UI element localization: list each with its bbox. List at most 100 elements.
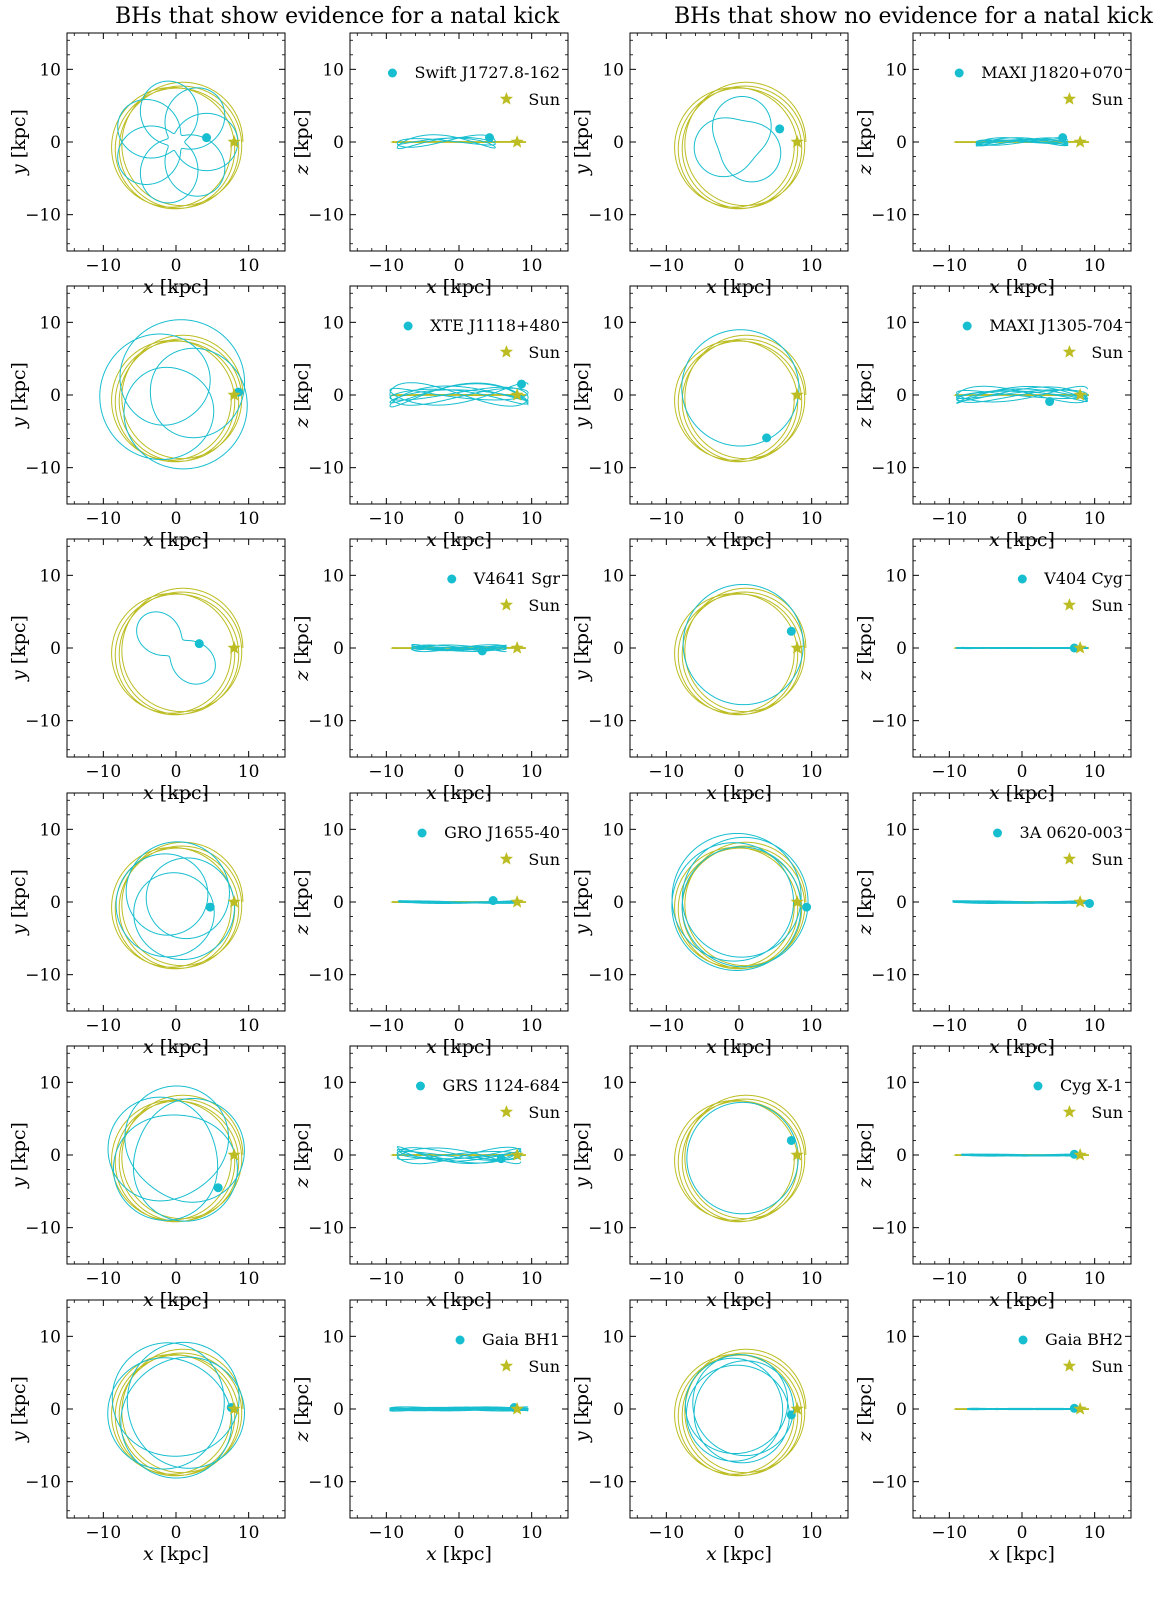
plot-area [953,1148,1090,1161]
xz-xtick-label: −10 [368,509,404,529]
xz-xlabel: x [kpc] [426,529,492,551]
plot-area [674,583,807,716]
legend-sun-marker [1062,852,1077,865]
xy-xlabel: x [kpc] [706,529,772,551]
legend-bh-label: GRS 1124-684 [442,1076,560,1095]
xy-ytick-label: 0 [613,639,624,659]
xz-xtick-label: 10 [1084,1016,1106,1036]
xy-xtick-label: 10 [238,1269,260,1289]
bh-marker-xz [516,379,526,389]
bh-orbit-xz [966,1407,1078,1411]
plot-area [390,895,527,908]
sun-marker-xz [510,1402,524,1415]
xy-ytick-label: −10 [588,1473,624,1493]
xy-frame [629,1045,849,1265]
legend-sun-label: Sun [1091,1357,1123,1376]
legend-bh-marker [1033,1081,1043,1091]
xz-ylabel: z [kpc] [291,109,313,175]
plot-area [953,1402,1090,1415]
xy-ytick-label: −10 [25,712,61,732]
xz-xtick-label: 10 [1084,1523,1106,1543]
xz-xtick-label: 0 [1017,509,1028,529]
bh-orbit-xy [115,841,235,961]
xy-xtick-label: −10 [648,1523,684,1543]
panel-xz-gro-j1655-40: −10 −10 0 0 10 10 x [kpc] z [kpc] GRO J1655-40 Su… [291,792,569,1058]
bh-orbit-xy [107,1341,245,1479]
xz-ytick-label: 10 [885,566,907,586]
bh-orbit-xz [956,385,1089,404]
xy-ytick-label: −10 [25,459,61,479]
xz-ytick-label: 10 [322,60,344,80]
legend-bh-label: V4641 Sgr [473,569,561,588]
legend-sun-marker [499,345,514,358]
xy-xtick-label: −10 [648,509,684,529]
xz-xtick-label: −10 [931,1523,967,1543]
bh-orbit-xz [975,137,1069,147]
xz-ylabel: z [kpc] [854,1122,876,1188]
xz-xtick-label: 0 [454,1523,465,1543]
xz-xlabel: x [kpc] [426,276,492,298]
xz-ytick-label: −10 [871,1473,907,1493]
sun-orbit-xy [111,587,244,716]
xz-ylabel: z [kpc] [291,615,313,681]
xy-ytick-label: 0 [50,1400,61,1420]
sun-marker-xz [510,135,524,148]
sun-marker-xy [227,895,241,908]
legend-bh-label: V404 Cyg [1043,569,1123,588]
xy-xtick-label: 0 [171,1269,182,1289]
xy-ytick-label: −10 [588,712,624,732]
xz-ylabel: z [kpc] [854,1376,876,1442]
xy-xtick-label: −10 [85,1016,121,1036]
bh-orbit-xz [388,1406,529,1412]
xz-xtick-label: 10 [1084,1269,1106,1289]
xz-ytick-label: 0 [333,893,344,913]
bh-orbit-xz [396,134,496,150]
sun-marker-xz [510,1148,524,1161]
sun-marker-xy [790,1402,804,1415]
legend-sun-marker [499,1105,514,1118]
bh-marker-xz [485,133,495,143]
xy-frame [629,32,849,252]
xz-ytick-label: 0 [333,1146,344,1166]
sun-marker-xy [790,135,804,148]
panel-xy-gaia-bh2: −10 −10 0 0 10 10 x [kpc] y [kpc] [571,1299,849,1565]
legend-bh-label: Cyg X-1 [1060,1076,1123,1095]
xz-xtick-label: 0 [1017,1269,1028,1289]
bh-marker-xy [762,433,772,443]
bh-orbit-xy [117,80,239,204]
xz-ytick-label: 10 [885,1327,907,1347]
xz-ytick-label: −10 [871,1219,907,1239]
xy-ytick-label: 0 [50,893,61,913]
xy-ytick-label: 10 [39,1073,61,1093]
xy-xtick-label: 10 [801,1269,823,1289]
legend-bh-label: Swift J1727.8-162 [414,63,560,82]
xy-ytick-label: 10 [602,1327,624,1347]
legend-bh-marker [1017,574,1027,584]
xy-ytick-label: 0 [50,1146,61,1166]
bh-orbit-xz [952,900,1092,904]
xy-xtick-label: 10 [801,509,823,529]
xy-ylabel: y [kpc] [571,362,593,429]
xz-ytick-label: 0 [896,1400,907,1420]
bh-orbit-xz [411,643,507,653]
sun-orbit-xy [111,334,244,463]
xy-xlabel: x [kpc] [143,276,209,298]
bh-marker-xy [205,902,215,912]
xz-ytick-label: −10 [308,459,344,479]
legend-sun-label: Sun [528,596,560,615]
legend-bh-marker [403,321,413,331]
plot-area [111,841,244,970]
plot-area [674,329,807,463]
bh-orbit-xy [693,96,782,183]
xy-xlabel: x [kpc] [143,1036,209,1058]
legend-bh-marker [455,1335,465,1345]
xz-xlabel: x [kpc] [989,529,1055,551]
legend-sun-label: Sun [528,1357,560,1376]
plot-area [111,80,244,210]
plot-area [111,587,244,716]
legend-sun-label: Sun [528,1103,560,1122]
xz-ytick-label: 10 [322,313,344,333]
